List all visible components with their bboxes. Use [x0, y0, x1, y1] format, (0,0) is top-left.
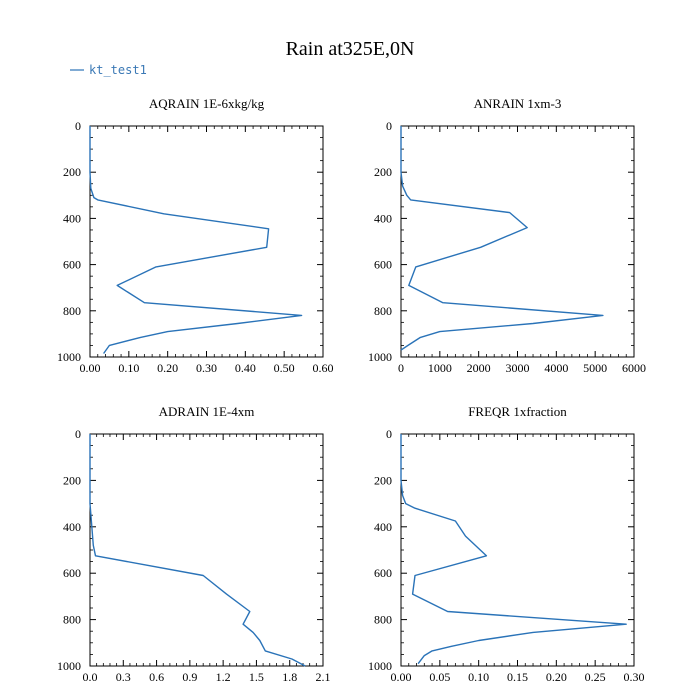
y-tick-label: 1000 — [368, 659, 392, 673]
x-tick-label: 0.25 — [585, 670, 606, 684]
x-tick-label: 0.15 — [507, 670, 528, 684]
x-tick-label: 2000 — [467, 361, 491, 375]
x-tick-label: 2.1 — [316, 670, 331, 684]
y-tick-label: 200 — [374, 165, 392, 179]
x-tick-label: 0 — [398, 361, 404, 375]
plot-frame — [400, 433, 635, 667]
legend-label: kt_test1 — [89, 63, 147, 77]
x-tick-label: 5000 — [583, 361, 607, 375]
y-tick-label: 200 — [63, 473, 81, 487]
y-tick-label: 1000 — [57, 350, 81, 364]
x-tick-label: 6000 — [622, 361, 646, 375]
x-tick-label: 0.9 — [182, 670, 197, 684]
y-tick-label: 400 — [374, 211, 392, 225]
y-tick-label: 400 — [374, 520, 392, 534]
y-tick-label: 800 — [63, 304, 81, 318]
x-tick-label: 0.6 — [149, 670, 164, 684]
y-tick-label: 600 — [63, 258, 81, 272]
chart-title: ANRAIN 1xm-3 — [474, 96, 562, 111]
y-tick-label: 0 — [75, 119, 81, 133]
y-tick-label: 200 — [63, 165, 81, 179]
series-line-kt_test1 — [400, 126, 604, 351]
series-line-kt_test1 — [400, 434, 627, 665]
legend: kt_test1 — [70, 63, 147, 77]
x-tick-label: 0.20 — [157, 361, 178, 375]
y-tick-label: 800 — [374, 304, 392, 318]
x-tick-label: 1.5 — [249, 670, 264, 684]
y-tick-label: 400 — [63, 520, 81, 534]
plot-frame — [400, 125, 635, 358]
y-tick-label: 1000 — [368, 350, 392, 364]
chart-title: AQRAIN 1E-6xkg/kg — [149, 96, 265, 111]
x-tick-label: 1000 — [428, 361, 452, 375]
x-tick-label: 0.10 — [118, 361, 139, 375]
x-tick-label: 0.00 — [391, 670, 412, 684]
y-tick-label: 0 — [386, 119, 392, 133]
x-tick-label: 0.3 — [116, 670, 131, 684]
x-tick-label: 0.10 — [468, 670, 489, 684]
x-tick-label: 0.40 — [235, 361, 256, 375]
x-tick-label: 0.30 — [624, 670, 645, 684]
x-tick-label: 0.30 — [196, 361, 217, 375]
chart-title: ADRAIN 1E-4xm — [159, 404, 255, 419]
y-tick-label: 0 — [75, 427, 81, 441]
x-tick-label: 1.2 — [216, 670, 231, 684]
y-tick-label: 600 — [374, 566, 392, 580]
x-tick-label: 0.20 — [546, 670, 567, 684]
chart-title: FREQR 1xfraction — [468, 404, 567, 419]
y-tick-label: 200 — [374, 473, 392, 487]
chart-panel-1: AQRAIN 1E-6xkg/kg 0.00 0.10 0.20 0.30 0.40 0.5… — [57, 96, 334, 375]
y-tick-label: 600 — [374, 258, 392, 272]
x-tick-label: 0.05 — [429, 670, 450, 684]
x-tick-label: 0.60 — [313, 361, 334, 375]
y-tick-label: 600 — [63, 566, 81, 580]
chart-panel-3: ADRAIN 1E-4xm 0.0 0.3 0.6 0.9 1.2 1.5 1.8 2.1 0 20… — [57, 404, 331, 684]
x-tick-label: 4000 — [544, 361, 568, 375]
plot-frame — [89, 125, 324, 358]
y-tick-label: 0 — [386, 427, 392, 441]
x-tick-label: 0.00 — [80, 361, 101, 375]
x-tick-label: 0.0 — [83, 670, 98, 684]
chart-panel-2: ANRAIN 1xm-3 0 1000 2000 3000 4000 5000 6000 0 20… — [368, 96, 646, 375]
figure-title: Rain at325E,0N — [286, 38, 415, 60]
panels: AQRAIN 1E-6xkg/kg0.00 0.10 0.20 0.30 0.40 0.5… — [57, 96, 646, 684]
chart-panel-4: FREQR 1xfraction 0.00 0.05 0.10 0.15 0.20 0.25… — [368, 404, 645, 684]
y-tick-label: 800 — [63, 613, 81, 627]
y-tick-label: 800 — [374, 613, 392, 627]
x-tick-label: 1.8 — [282, 670, 297, 684]
plot-frame — [89, 433, 324, 667]
x-tick-label: 3000 — [506, 361, 530, 375]
y-tick-label: 1000 — [57, 659, 81, 673]
series-line-kt_test1 — [89, 126, 303, 354]
y-tick-label: 400 — [63, 211, 81, 225]
x-tick-label: 0.50 — [274, 361, 295, 375]
series-line-kt_test1 — [89, 434, 306, 667]
